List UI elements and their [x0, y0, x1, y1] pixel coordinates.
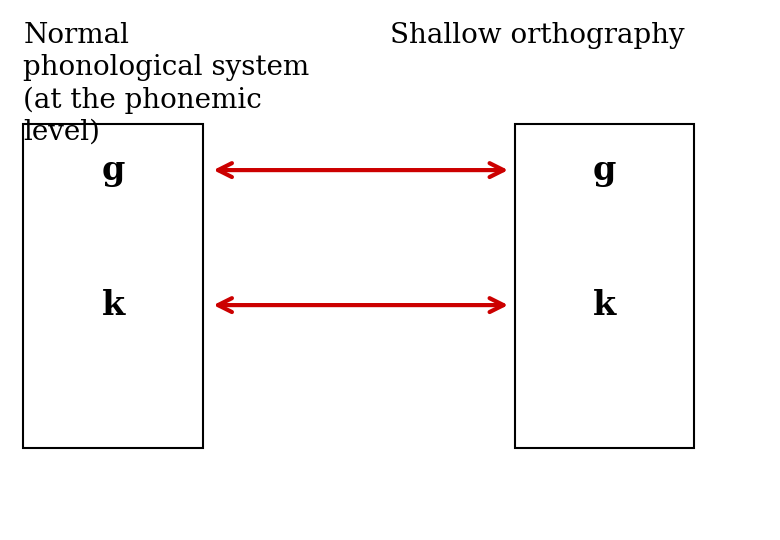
Text: Shallow orthography: Shallow orthography — [390, 22, 685, 49]
Text: g: g — [101, 153, 125, 187]
Text: k: k — [101, 288, 125, 322]
Bar — [23, 124, 203, 448]
Bar — [515, 124, 694, 448]
Text: g: g — [593, 153, 616, 187]
Text: k: k — [593, 288, 616, 322]
Text: Normal
phonological system
(at the phonemic
level): Normal phonological system (at the phone… — [23, 22, 310, 146]
